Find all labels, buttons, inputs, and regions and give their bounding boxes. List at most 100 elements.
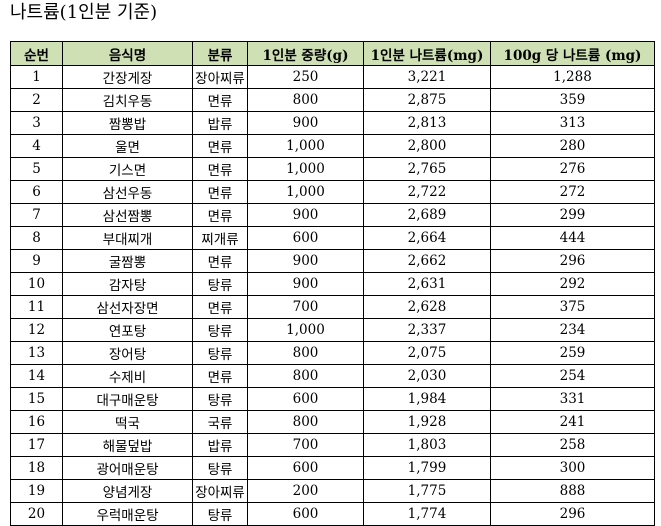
table-row: 10 감자탕 탕류 900 2,631 292 bbox=[10, 272, 655, 296]
cell-serving-sodium: 1,799 bbox=[363, 456, 491, 480]
cell-sodium-per-100g: 444 bbox=[490, 226, 655, 250]
table-row: 15 대구매운탕 탕류 600 1,984 331 bbox=[10, 387, 655, 411]
cell-serving-sodium: 2,722 bbox=[363, 180, 491, 204]
cell-category: 탕류 bbox=[192, 387, 248, 411]
cell-sodium-per-100g: 280 bbox=[490, 134, 655, 158]
cell-serving-sodium: 1,803 bbox=[363, 433, 491, 457]
cell-index: 13 bbox=[10, 341, 63, 365]
table-row: 6 삼선우동 면류 1,000 2,722 272 bbox=[10, 180, 655, 204]
cell-index: 16 bbox=[10, 410, 63, 434]
table-row: 2 김치우동 면류 800 2,875 359 bbox=[10, 88, 655, 112]
cell-sodium-per-100g: 272 bbox=[490, 180, 655, 204]
cell-category: 탕류 bbox=[192, 272, 248, 296]
table-row: 18 광어매운탕 탕류 600 1,799 300 bbox=[10, 456, 655, 480]
cell-sodium-per-100g: 296 bbox=[490, 249, 655, 273]
cell-category: 국류 bbox=[192, 410, 248, 434]
cell-serving-weight: 700 bbox=[247, 433, 364, 457]
cell-food-name: 삼선우동 bbox=[62, 180, 193, 204]
cell-sodium-per-100g: 359 bbox=[490, 88, 655, 112]
cell-sodium-per-100g: 258 bbox=[490, 433, 655, 457]
cell-category: 탕류 bbox=[192, 318, 248, 342]
cell-index: 6 bbox=[10, 180, 63, 204]
cell-food-name: 떡국 bbox=[62, 410, 193, 434]
cell-category: 밥류 bbox=[192, 111, 248, 135]
cell-serving-sodium: 1,928 bbox=[363, 410, 491, 434]
cell-serving-weight: 600 bbox=[247, 387, 364, 411]
table-row: 11 삼선자장면 면류 700 2,628 375 bbox=[10, 295, 655, 319]
cell-sodium-per-100g: 276 bbox=[490, 157, 655, 181]
cell-serving-weight: 600 bbox=[247, 226, 364, 250]
cell-index: 15 bbox=[10, 387, 63, 411]
cell-food-name: 대구매운탕 bbox=[62, 387, 193, 411]
cell-serving-weight: 800 bbox=[247, 364, 364, 388]
cell-serving-weight: 900 bbox=[247, 203, 364, 227]
cell-index: 8 bbox=[10, 226, 63, 250]
header-sodium-per-100g: 100g 당 나트륨 (mg) bbox=[490, 41, 655, 66]
cell-index: 2 bbox=[10, 88, 63, 112]
cell-serving-weight: 1,000 bbox=[247, 157, 364, 181]
cell-serving-weight: 200 bbox=[247, 479, 364, 503]
cell-category: 탕류 bbox=[192, 456, 248, 480]
cell-serving-weight: 800 bbox=[247, 88, 364, 112]
cell-index: 12 bbox=[10, 318, 63, 342]
cell-sodium-per-100g: 888 bbox=[490, 479, 655, 503]
cell-serving-sodium: 2,813 bbox=[363, 111, 491, 135]
cell-serving-sodium: 1,775 bbox=[363, 479, 491, 503]
cell-serving-weight: 600 bbox=[247, 502, 364, 526]
cell-sodium-per-100g: 292 bbox=[490, 272, 655, 296]
table-row: 12 연포탕 탕류 1,000 2,337 234 bbox=[10, 318, 655, 342]
cell-serving-sodium: 2,030 bbox=[363, 364, 491, 388]
table-row: 16 떡국 국류 800 1,928 241 bbox=[10, 410, 655, 434]
cell-sodium-per-100g: 299 bbox=[490, 203, 655, 227]
cell-serving-sodium: 3,221 bbox=[363, 65, 491, 89]
cell-food-name: 수제비 bbox=[62, 364, 193, 388]
cell-index: 3 bbox=[10, 111, 63, 135]
cell-category: 면류 bbox=[192, 249, 248, 273]
table-row: 20 우럭매운탕 탕류 600 1,774 296 bbox=[10, 502, 655, 526]
cell-serving-weight: 800 bbox=[247, 341, 364, 365]
cell-serving-sodium: 2,075 bbox=[363, 341, 491, 365]
cell-index: 9 bbox=[10, 249, 63, 273]
cell-sodium-per-100g: 331 bbox=[490, 387, 655, 411]
cell-sodium-per-100g: 259 bbox=[490, 341, 655, 365]
cell-index: 14 bbox=[10, 364, 63, 388]
cell-serving-weight: 700 bbox=[247, 295, 364, 319]
cell-sodium-per-100g: 296 bbox=[490, 502, 655, 526]
cell-serving-weight: 900 bbox=[247, 111, 364, 135]
cell-category: 면류 bbox=[192, 88, 248, 112]
cell-category: 면류 bbox=[192, 364, 248, 388]
cell-sodium-per-100g: 313 bbox=[490, 111, 655, 135]
header-category: 분류 bbox=[192, 41, 248, 66]
cell-serving-weight: 1,000 bbox=[247, 318, 364, 342]
header-row: 순번 음식명 분류 1인분 중량(g) 1인분 나트륨(mg) 100g 당 나… bbox=[10, 41, 655, 66]
table-row: 1 간장게장 장아찌류 250 3,221 1,288 bbox=[10, 65, 655, 89]
table-row: 5 기스면 면류 1,000 2,765 276 bbox=[10, 157, 655, 181]
table-row: 3 짬뽕밥 밥류 900 2,813 313 bbox=[10, 111, 655, 135]
cell-food-name: 감자탕 bbox=[62, 272, 193, 296]
cell-serving-sodium: 2,765 bbox=[363, 157, 491, 181]
cell-category: 면류 bbox=[192, 203, 248, 227]
cell-serving-weight: 900 bbox=[247, 249, 364, 273]
cell-category: 찌개류 bbox=[192, 226, 248, 250]
cell-serving-sodium: 2,664 bbox=[363, 226, 491, 250]
cell-serving-weight: 900 bbox=[247, 272, 364, 296]
cell-food-name: 김치우동 bbox=[62, 88, 193, 112]
cell-category: 밥류 bbox=[192, 433, 248, 457]
cell-food-name: 해물덮밥 bbox=[62, 433, 193, 457]
cell-serving-sodium: 1,984 bbox=[363, 387, 491, 411]
cell-serving-weight: 1,000 bbox=[247, 134, 364, 158]
cell-index: 17 bbox=[10, 433, 63, 457]
cell-index: 20 bbox=[10, 502, 63, 526]
cell-food-name: 울면 bbox=[62, 134, 193, 158]
cell-serving-weight: 800 bbox=[247, 410, 364, 434]
header-serving-sodium: 1인분 나트륨(mg) bbox=[363, 41, 491, 66]
cell-category: 탕류 bbox=[192, 502, 248, 526]
cell-sodium-per-100g: 234 bbox=[490, 318, 655, 342]
cell-category: 면류 bbox=[192, 157, 248, 181]
cell-serving-weight: 1,000 bbox=[247, 180, 364, 204]
cell-index: 11 bbox=[10, 295, 63, 319]
cell-serving-sodium: 2,662 bbox=[363, 249, 491, 273]
cell-sodium-per-100g: 254 bbox=[490, 364, 655, 388]
cell-food-name: 삼선짬뽕 bbox=[62, 203, 193, 227]
header-index: 순번 bbox=[10, 41, 63, 66]
